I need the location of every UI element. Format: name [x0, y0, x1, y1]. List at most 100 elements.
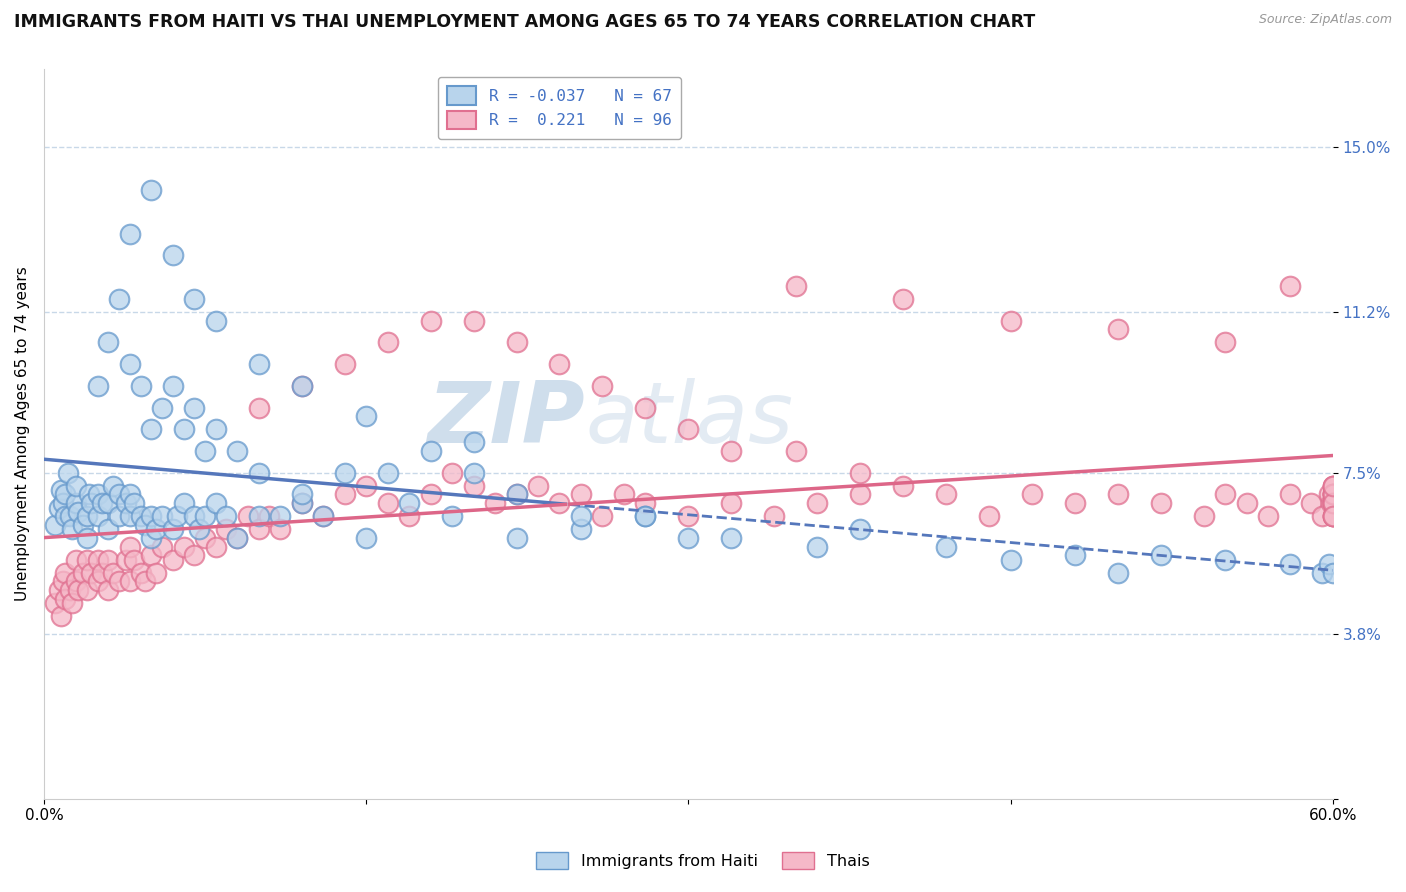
Point — [569, 487, 592, 501]
Point — [118, 540, 141, 554]
Point — [634, 509, 657, 524]
Point — [1000, 313, 1022, 327]
Point — [194, 444, 217, 458]
Point — [236, 509, 259, 524]
Point — [291, 379, 314, 393]
Text: Source: ZipAtlas.com: Source: ZipAtlas.com — [1258, 13, 1392, 27]
Point — [1322, 487, 1344, 501]
Point — [101, 479, 124, 493]
Point — [1215, 487, 1237, 501]
Point — [150, 540, 173, 554]
Point — [291, 487, 314, 501]
Point — [1278, 278, 1301, 293]
Point — [204, 496, 226, 510]
Point — [1150, 549, 1173, 563]
Point — [1257, 509, 1279, 524]
Point — [65, 574, 87, 589]
Point — [194, 509, 217, 524]
Point — [44, 596, 66, 610]
Point — [67, 505, 90, 519]
Point — [141, 183, 163, 197]
Point — [173, 422, 195, 436]
Point — [48, 500, 70, 515]
Point — [463, 313, 485, 327]
Point — [150, 401, 173, 415]
Point — [247, 509, 270, 524]
Point — [1322, 487, 1344, 501]
Point — [891, 292, 914, 306]
Point — [1322, 509, 1344, 524]
Point — [49, 609, 72, 624]
Point — [97, 522, 120, 536]
Point — [1107, 487, 1129, 501]
Legend: Immigrants from Haiti, Thais: Immigrants from Haiti, Thais — [530, 846, 876, 875]
Point — [569, 509, 592, 524]
Point — [569, 522, 592, 536]
Y-axis label: Unemployment Among Ages 65 to 74 years: Unemployment Among Ages 65 to 74 years — [15, 267, 30, 601]
Point — [173, 540, 195, 554]
Point — [398, 509, 420, 524]
Point — [166, 509, 188, 524]
Point — [1021, 487, 1043, 501]
Point — [463, 466, 485, 480]
Point — [720, 444, 742, 458]
Point — [1064, 496, 1087, 510]
Point — [1322, 487, 1344, 501]
Point — [215, 522, 238, 536]
Point — [678, 509, 700, 524]
Point — [849, 487, 872, 501]
Point — [1322, 509, 1344, 524]
Point — [90, 566, 112, 580]
Point — [141, 549, 163, 563]
Point — [77, 487, 100, 501]
Point — [183, 549, 205, 563]
Point — [59, 583, 82, 598]
Point — [505, 531, 527, 545]
Point — [259, 509, 281, 524]
Point — [1322, 487, 1344, 501]
Point — [333, 357, 356, 371]
Point — [377, 496, 399, 510]
Point — [333, 487, 356, 501]
Point — [1107, 322, 1129, 336]
Point — [333, 466, 356, 480]
Point — [1322, 496, 1344, 510]
Point — [527, 479, 550, 493]
Point — [183, 509, 205, 524]
Point — [108, 292, 131, 306]
Point — [1278, 487, 1301, 501]
Point — [591, 379, 613, 393]
Point — [1322, 496, 1344, 510]
Point — [634, 496, 657, 510]
Point — [1064, 549, 1087, 563]
Point — [247, 357, 270, 371]
Point — [1310, 509, 1333, 524]
Point — [134, 574, 156, 589]
Point — [52, 496, 75, 510]
Point — [634, 401, 657, 415]
Point — [1301, 496, 1323, 510]
Point — [312, 509, 335, 524]
Point — [215, 509, 238, 524]
Point — [162, 552, 184, 566]
Point — [720, 531, 742, 545]
Point — [80, 566, 103, 580]
Point — [67, 583, 90, 598]
Point — [76, 552, 98, 566]
Point — [118, 574, 141, 589]
Point — [1107, 566, 1129, 580]
Point — [354, 531, 377, 545]
Point — [849, 522, 872, 536]
Point — [785, 278, 807, 293]
Point — [118, 509, 141, 524]
Point — [141, 509, 163, 524]
Point — [97, 583, 120, 598]
Point — [145, 522, 167, 536]
Point — [76, 531, 98, 545]
Point — [269, 509, 291, 524]
Point — [441, 466, 464, 480]
Point — [505, 487, 527, 501]
Point — [162, 522, 184, 536]
Point — [484, 496, 506, 510]
Point — [59, 509, 82, 524]
